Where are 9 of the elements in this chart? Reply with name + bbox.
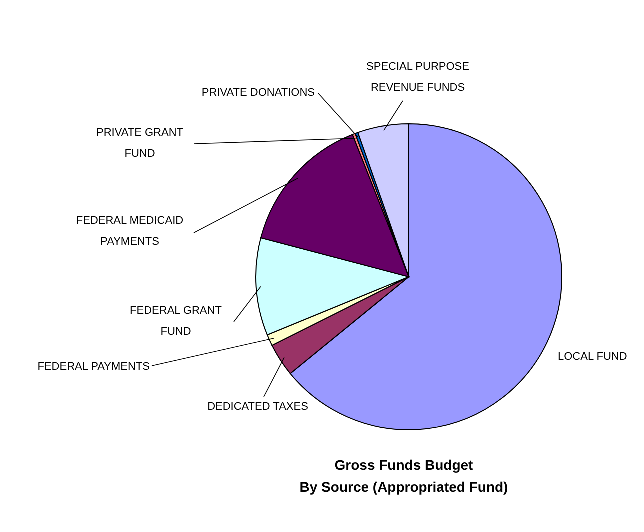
slice-label: FEDERAL PAYMENTS: [38, 361, 150, 373]
slice-label: PRIVATE GRANT FUND: [96, 127, 184, 160]
slice-label: SPECIAL PURPOSE REVENUE FUNDS: [366, 61, 470, 94]
slice-label: FEDERAL GRANT FUND: [130, 305, 222, 338]
slice-label: PRIVATE DONATIONS: [202, 87, 315, 99]
slice-label: LOCAL FUND: [558, 351, 628, 363]
slice-label: DEDICATED TAXES: [208, 401, 308, 413]
text: Gross Funds Budget By Source (Appropriated Fund): [300, 457, 508, 495]
slice-label: FEDERAL MEDICAID PAYMENTS: [76, 215, 184, 248]
